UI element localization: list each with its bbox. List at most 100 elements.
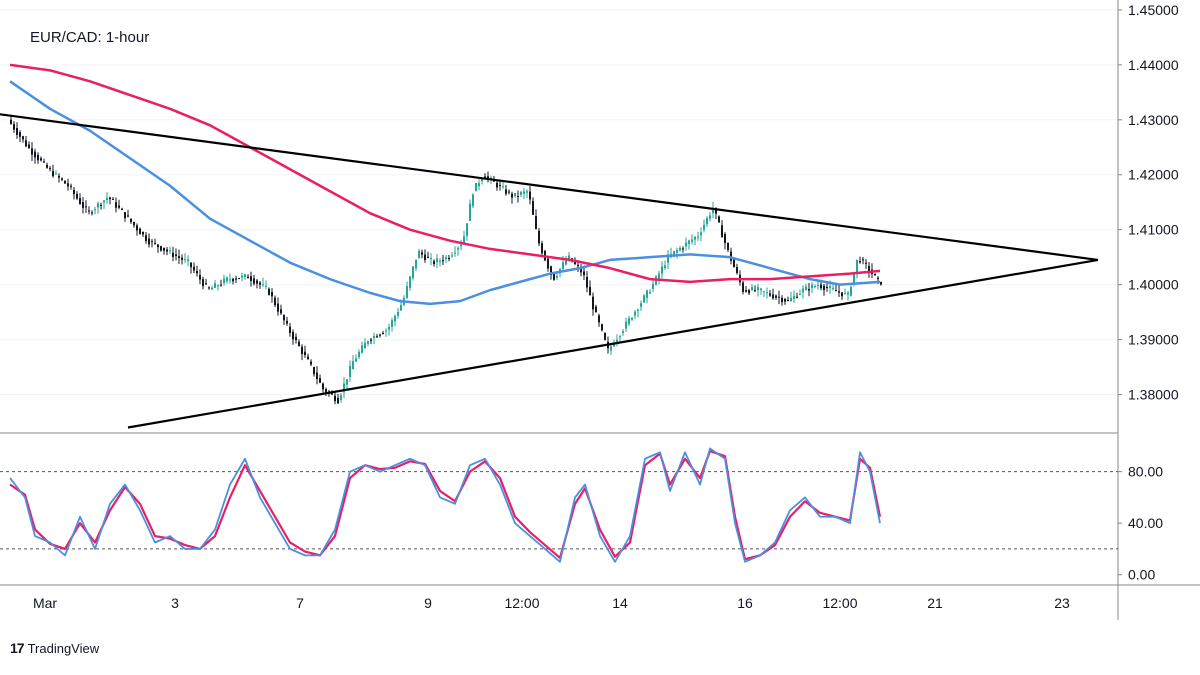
candle-body (661, 266, 663, 274)
candle-body (91, 212, 93, 214)
candle-body (619, 336, 621, 338)
price-tick-label: 1.45000 (1128, 2, 1179, 18)
candle-body (34, 151, 36, 158)
candle-body (532, 201, 534, 215)
price-tick-label: 1.40000 (1128, 277, 1179, 293)
candle-body (829, 286, 831, 288)
candle-body (139, 228, 141, 235)
candle-body (616, 339, 618, 342)
candle-body (868, 265, 870, 272)
candle-body (841, 292, 843, 297)
candle-body (52, 170, 54, 177)
candle-body (169, 250, 171, 252)
oscillator-tick-label: 80.00 (1128, 464, 1163, 480)
candle-body (487, 176, 489, 178)
candle-body (100, 204, 102, 206)
candle-body (82, 202, 84, 208)
candle-body (10, 119, 12, 124)
candle-body (766, 292, 768, 294)
candle-body (22, 136, 24, 140)
time-tick-label: 12:00 (822, 595, 857, 611)
candle-body (16, 128, 18, 135)
tradingview-branding[interactable]: 17 TradingView (10, 640, 99, 656)
candle-body (196, 270, 198, 274)
candle-body (862, 259, 864, 261)
candle-body (715, 207, 717, 214)
candle-body (652, 284, 654, 290)
candle-body (721, 225, 723, 238)
candle-body (118, 205, 120, 208)
candle-body (379, 334, 381, 336)
candle-body (625, 321, 627, 329)
candle-body (865, 262, 867, 264)
candle-body (568, 255, 570, 261)
candle-body (817, 285, 819, 287)
candle-body (352, 361, 354, 370)
candle-body (796, 296, 798, 298)
candle-body (541, 243, 543, 254)
triangle-trendline (0, 113, 1099, 262)
candle-body (877, 277, 879, 280)
candle-body (859, 261, 861, 263)
candle-body (220, 284, 222, 286)
candle-body (142, 231, 144, 235)
candle-body (772, 294, 774, 299)
candle-body (769, 293, 771, 296)
candle-body (199, 275, 201, 280)
candle-body (277, 303, 279, 312)
candle-body (238, 278, 240, 280)
candle-body (445, 257, 447, 259)
candle-body (631, 317, 633, 320)
candle-body (583, 271, 585, 276)
candle-body (166, 249, 168, 252)
candle-body (517, 195, 519, 197)
stochastic-k-line (9, 447, 881, 563)
candle-body (298, 341, 300, 347)
tradingview-wordmark: TradingView (27, 640, 100, 656)
candle-body (427, 256, 429, 258)
price-tick-label: 1.44000 (1128, 57, 1179, 73)
candle-body (547, 258, 549, 269)
price-axis[interactable]: 1.45000 1.44000 1.43000 1.42000 1.41000 1.400… (1118, 2, 1179, 403)
candle-body (325, 389, 327, 393)
oscillator-axis[interactable]: 80.00 40.00 0.00 (1118, 464, 1163, 583)
candle-body (853, 272, 855, 285)
candle-body (589, 286, 591, 296)
candle-body (268, 288, 270, 295)
candle-body (538, 230, 540, 244)
candle-body (175, 254, 177, 257)
candle-body (247, 276, 249, 279)
candle-body (703, 224, 705, 230)
candle-body (565, 260, 567, 265)
candle-body (490, 177, 492, 179)
candle-body (880, 281, 882, 285)
candle-body (355, 358, 357, 362)
candle-body (265, 285, 267, 287)
candle-body (628, 318, 630, 325)
candle-body (754, 290, 756, 292)
candle-body (280, 309, 282, 314)
candle-body (601, 324, 603, 331)
candle-body (505, 189, 507, 194)
stochastic-layer (0, 447, 1118, 563)
candle-body (157, 244, 159, 248)
candle-body (256, 280, 258, 284)
candle-body (676, 250, 678, 253)
time-axis[interactable]: Mar 3 7 9 12:00 14 16 12:00 21 23 (33, 595, 1070, 611)
candle-body (253, 278, 255, 284)
candle-body (76, 193, 78, 199)
candle-body (478, 183, 480, 187)
candle-body (745, 290, 747, 292)
candle-body (409, 276, 411, 288)
candle-body (415, 259, 417, 269)
candle-body (847, 292, 849, 295)
oscillator-tick-label: 40.00 (1128, 515, 1163, 531)
time-tick-label: 23 (1054, 595, 1070, 611)
candle-body (109, 197, 111, 200)
candle-body (526, 191, 528, 193)
candle-body (178, 256, 180, 258)
candle-body (673, 251, 675, 255)
candle-body (664, 265, 666, 269)
candle-body (205, 283, 207, 285)
